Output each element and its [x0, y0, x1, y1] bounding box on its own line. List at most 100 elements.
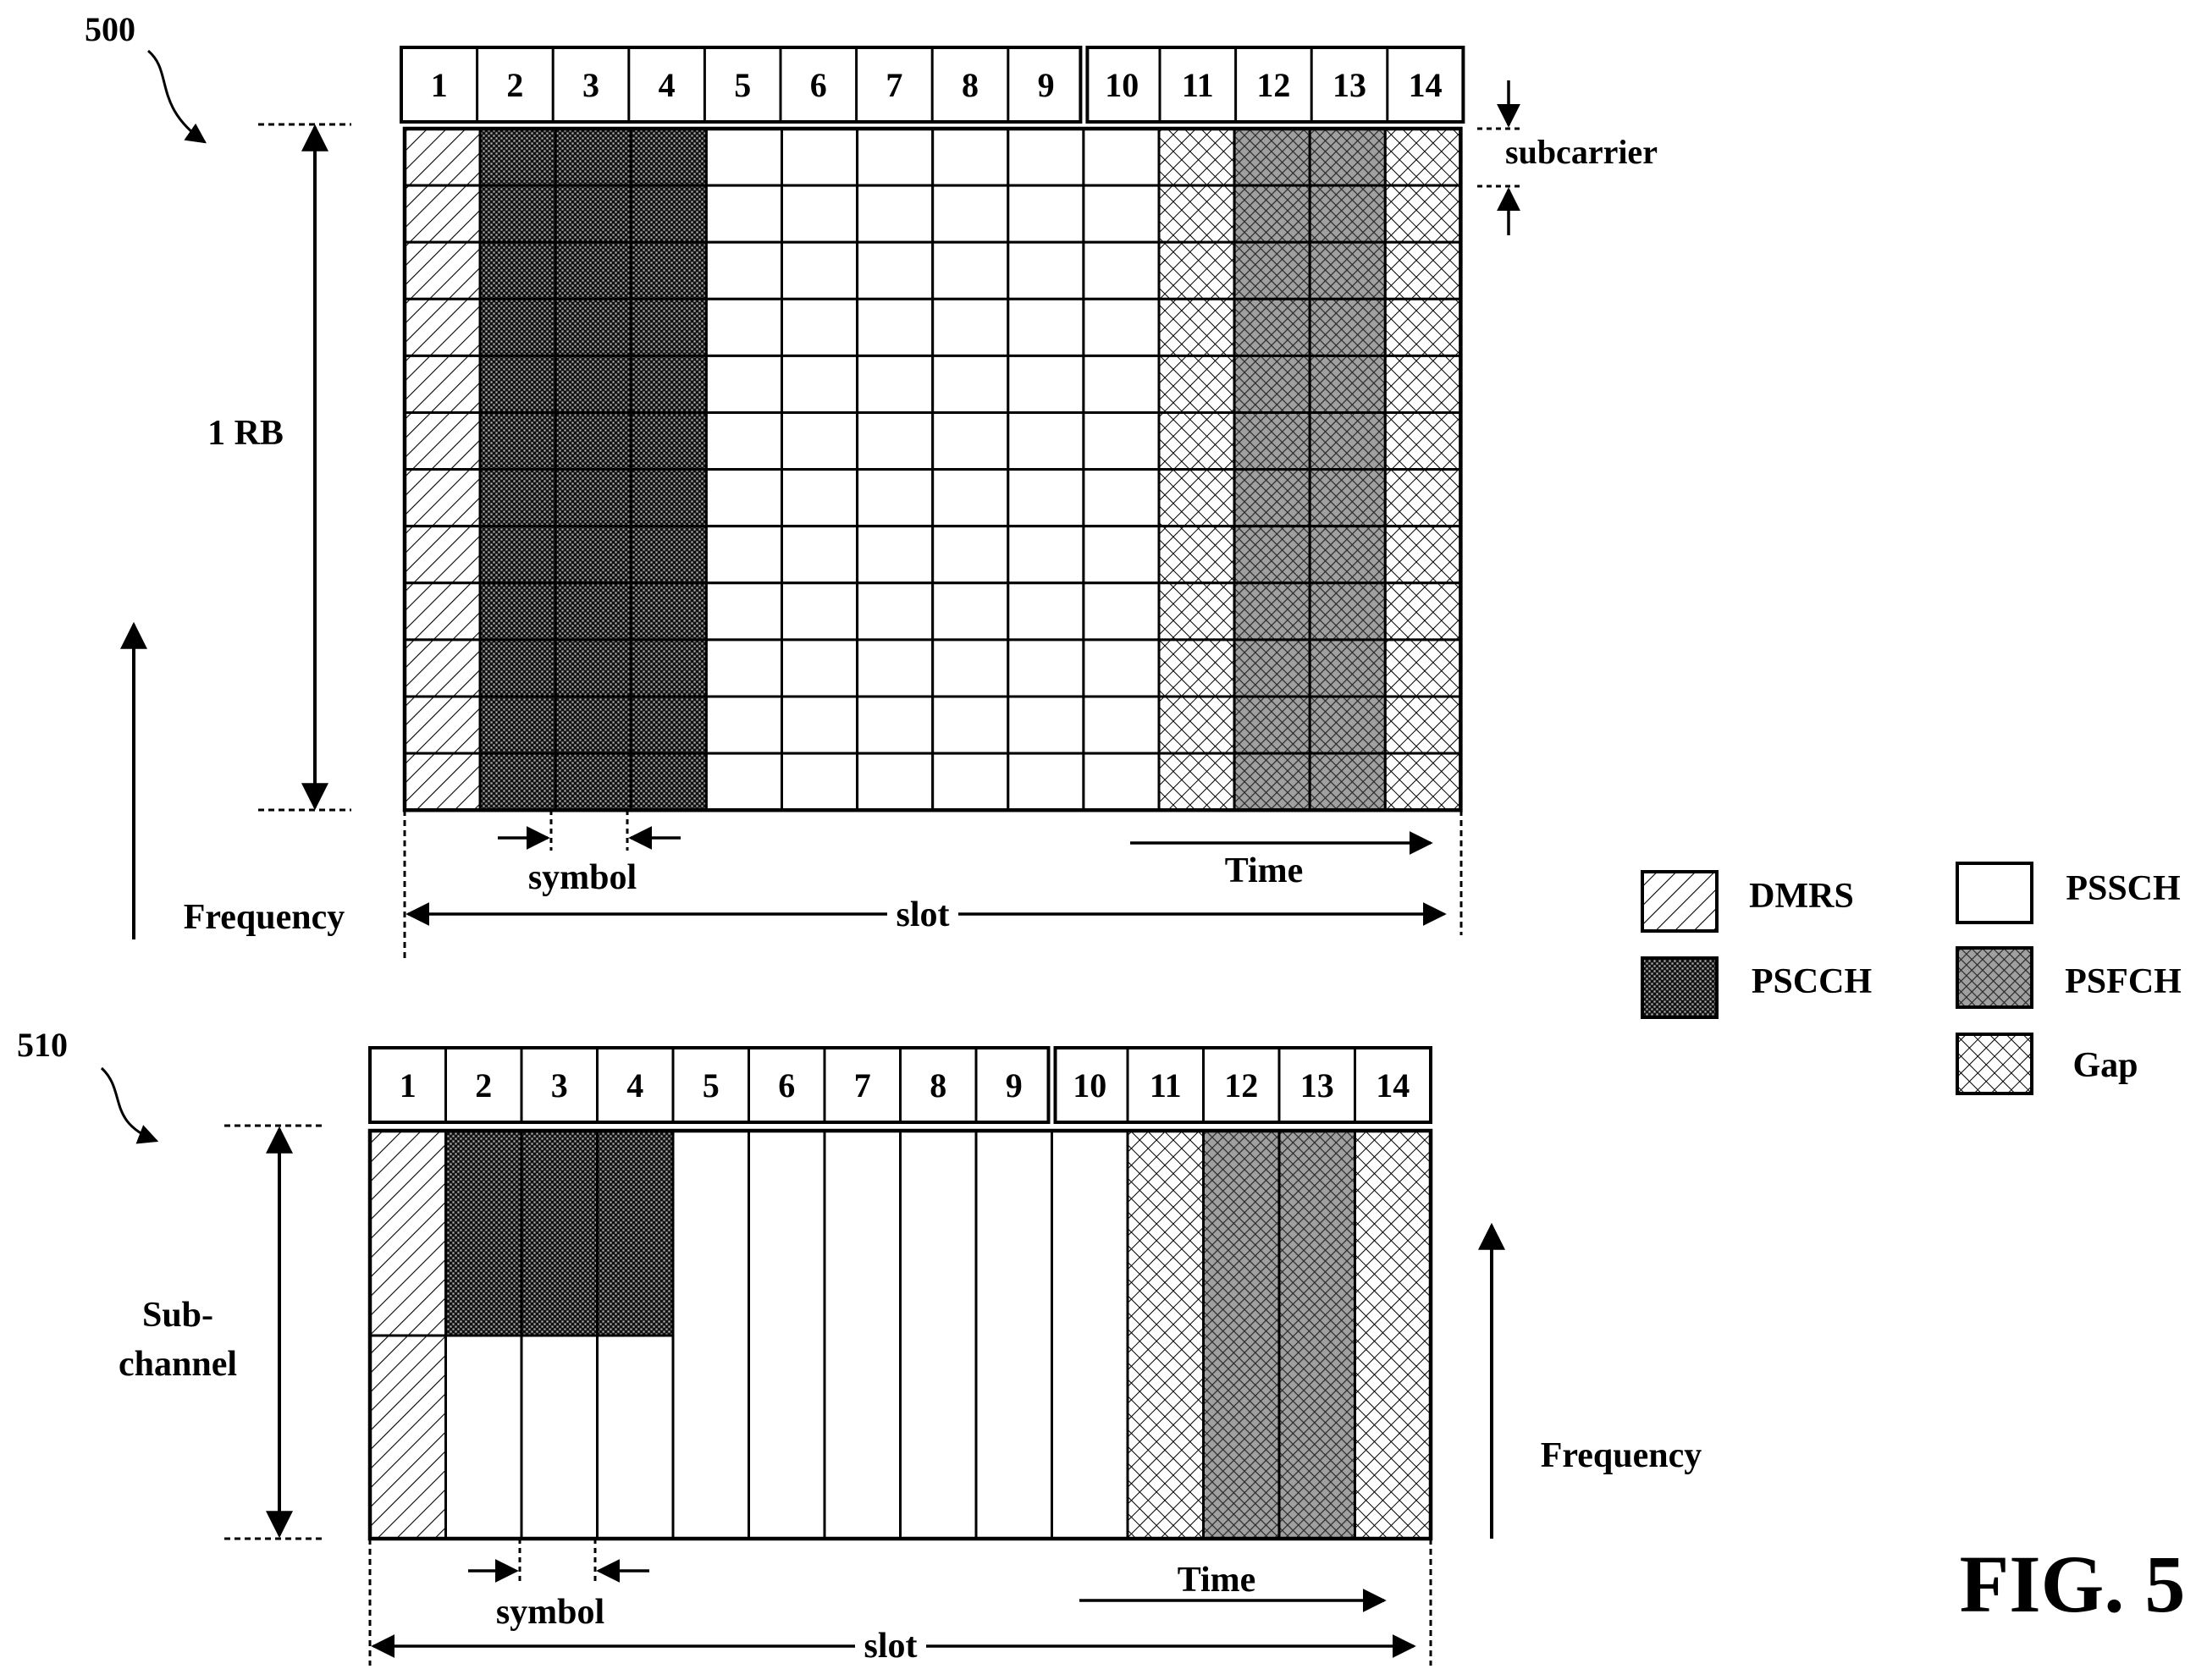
re-cell-pssch — [781, 297, 859, 357]
legend-label-psfch: PSFCH — [2065, 962, 2182, 1001]
re-cell-gap — [1157, 127, 1236, 187]
re-cell-psfch — [1233, 581, 1311, 642]
re-cell-dmrs — [403, 752, 482, 812]
re-cell-gap — [1157, 581, 1236, 642]
re-cell-psfch — [1308, 184, 1387, 244]
re-cell-gap — [1383, 411, 1462, 471]
slot-label-bg-510 — [855, 1627, 926, 1664]
d500-symbol-number: 6 — [810, 66, 827, 104]
d500-symbol-number: 12 — [1256, 66, 1290, 104]
d510-symbol-number: 9 — [1006, 1066, 1023, 1104]
resource-grid-510 — [367, 1128, 1433, 1541]
re-cell-pssch — [856, 184, 935, 244]
re-cell-dmrs — [403, 297, 482, 357]
re-cell-pssch — [856, 581, 935, 642]
re-cell-pssch — [931, 354, 1010, 414]
subchannel-cell-pscch — [520, 1129, 599, 1337]
re-cell-gap — [1157, 468, 1236, 528]
re-cell-psfch — [1308, 354, 1387, 414]
re-cell-pscch — [629, 297, 708, 357]
re-cell-pssch — [781, 525, 859, 585]
ref-500-leader — [147, 49, 207, 144]
re-cell-psfch — [1233, 468, 1311, 528]
re-cell-pscch — [554, 297, 632, 357]
re-cell-pssch — [781, 695, 859, 755]
re-cell-gap — [1383, 752, 1462, 812]
re-cell-pssch — [1007, 354, 1085, 414]
re-cell-pssch — [781, 581, 859, 642]
re-cell-pssch — [931, 752, 1010, 812]
subchannel-cell-pssch — [520, 1334, 599, 1540]
re-cell-pssch — [1082, 695, 1161, 755]
re-cell-pscch — [629, 695, 708, 755]
re-cell-pssch — [856, 638, 935, 698]
re-cell-pssch — [704, 411, 784, 471]
d510-symbol-number: 4 — [626, 1066, 643, 1104]
re-cell-pssch — [704, 297, 784, 357]
re-cell-pssch — [704, 638, 784, 698]
re-cell-pscch — [478, 752, 557, 812]
re-cell-pssch — [704, 752, 784, 812]
re-cell-pssch — [1007, 468, 1085, 528]
re-cell-pscch — [554, 127, 632, 187]
re-cell-pssch — [704, 240, 784, 300]
re-cell-dmrs — [403, 581, 482, 642]
re-cell-pssch — [781, 184, 859, 244]
slot-label-bg — [887, 895, 958, 932]
legend-label-pssch: PSSCH — [2066, 869, 2180, 908]
d510-symbol-number: 2 — [475, 1066, 492, 1104]
subchannel-label-line1: Sub- — [142, 1296, 213, 1335]
frequency-label-510: Frequency — [1541, 1436, 1702, 1475]
slot-label: slot — [897, 895, 950, 934]
re-cell-gap — [1383, 297, 1462, 357]
subchannel-cell-dmrs — [368, 1129, 447, 1337]
re-cell-pssch — [931, 297, 1010, 357]
re-cell-pssch — [1007, 752, 1085, 812]
re-cell-pssch — [1082, 127, 1161, 187]
d500-symbol-number: 2 — [506, 66, 523, 104]
re-cell-gap — [1383, 184, 1462, 244]
d500-symbol-number: 9 — [1038, 66, 1055, 104]
re-cell-pssch — [1007, 127, 1085, 187]
re-cell-pscch — [554, 468, 632, 528]
re-cell-pssch — [1082, 581, 1161, 642]
figure-label: FIG. 5 — [1960, 1539, 2186, 1629]
re-cell-pssch — [856, 240, 935, 300]
d500-header-box-b — [1085, 46, 1465, 124]
re-cell-pscch — [629, 411, 708, 471]
symbol-label: symbol — [528, 858, 637, 897]
re-cell-psfch — [1308, 638, 1387, 698]
ref-510-leader — [100, 1066, 159, 1144]
re-cell-pscch — [478, 411, 557, 471]
d500-symbol-number: 3 — [582, 66, 599, 104]
legend-swatch-gap — [1956, 1033, 2033, 1095]
legend-swatch-psfch — [1956, 946, 2033, 1009]
d510-header-box-b — [1053, 1046, 1432, 1124]
re-cell-dmrs — [403, 525, 482, 585]
d510-header-box-a — [368, 1046, 1051, 1124]
d500-symbol-number: 13 — [1332, 66, 1366, 104]
re-cell-pssch — [781, 354, 859, 414]
d510-symbol-number: 8 — [930, 1066, 946, 1104]
re-cell-pscch — [478, 525, 557, 585]
subchannel-cell-pssch — [823, 1129, 902, 1540]
re-cell-pssch — [931, 695, 1010, 755]
re-cell-pssch — [856, 411, 935, 471]
d500-symbol-number: 5 — [734, 66, 751, 104]
re-cell-dmrs — [403, 695, 482, 755]
d510-symbol-number: 3 — [551, 1066, 568, 1104]
re-cell-psfch — [1308, 525, 1387, 585]
subchannel-cell-pssch — [444, 1334, 523, 1540]
re-cell-pssch — [931, 638, 1010, 698]
d500-symbol-number: 14 — [1409, 66, 1443, 104]
re-cell-pscch — [478, 184, 557, 244]
re-cell-dmrs — [403, 411, 482, 471]
diagram-500: 500 1 2 3 4 5 6 7 8 9 10 11 12 13 14 1 RB subcarrier … — [85, 10, 1658, 961]
re-cell-pscch — [478, 297, 557, 357]
time-label-510: Time — [1178, 1561, 1256, 1600]
re-cell-pssch — [704, 581, 784, 642]
re-cell-gap — [1157, 184, 1236, 244]
re-cell-psfch — [1233, 297, 1311, 357]
re-cell-psfch — [1233, 354, 1311, 414]
re-cell-dmrs — [403, 240, 482, 300]
